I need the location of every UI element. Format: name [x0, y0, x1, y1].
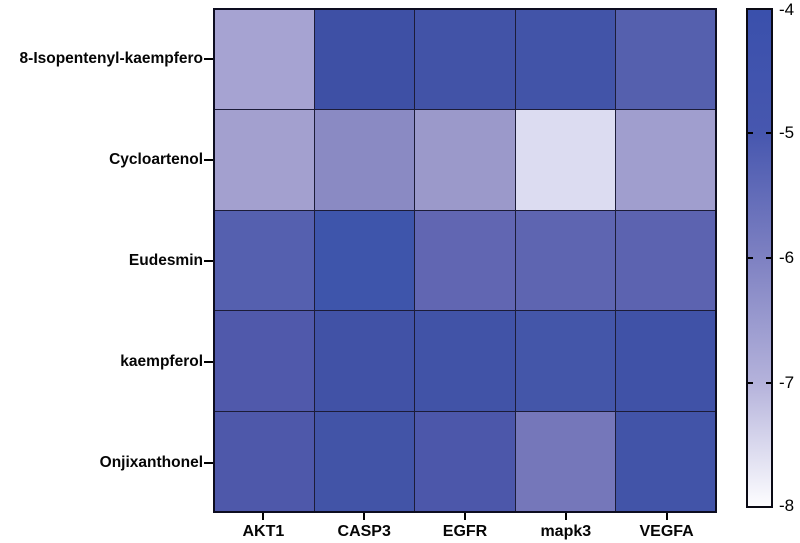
y-axis-tick	[204, 158, 213, 161]
colorbar-tick-label--7: -7	[779, 373, 795, 392]
heatmap-cell-8-isopentenyl-kaempfero-mapk3	[515, 10, 615, 110]
heatmap-cell-8-isopentenyl-kaempfero-casp3	[315, 10, 415, 110]
heatmap-cell-8-isopentenyl-kaempfero-akt1	[215, 10, 315, 110]
heatmap-cell-onjixanthonel-casp3	[315, 411, 415, 511]
x-axis-tick	[564, 513, 567, 520]
heatmap-cell-onjixanthonel-egfr	[415, 411, 515, 511]
col-label-casp3: CASP3	[337, 523, 391, 540]
colorbar-tick-label--8: -8	[779, 496, 795, 515]
row-label-2: Cycloartenol	[109, 150, 203, 168]
heatmap-cell-eudesmin-egfr	[415, 210, 515, 311]
colorbar-notch-right	[766, 382, 771, 384]
y-axis-tick	[204, 259, 213, 262]
heatmap-cell-eudesmin-akt1	[215, 210, 315, 311]
heatmap-cell-eudesmin-mapk3	[515, 210, 615, 311]
y-axis-tick	[204, 57, 213, 60]
colorbar-tick-label--6: -6	[779, 248, 795, 267]
y-axis-tick	[204, 360, 213, 363]
colorbar-notch-left	[748, 132, 753, 134]
colorbar-tick-label--4: -4	[779, 0, 795, 19]
heatmap-cell-8-isopentenyl-kaempfero-vegfa	[615, 10, 715, 110]
row-label-3: Eudesmin	[128, 251, 203, 269]
x-axis-tick	[262, 513, 265, 520]
heatmap-cell-cycloartenol-mapk3	[515, 110, 615, 210]
heatmap-cell-cycloartenol-akt1	[215, 110, 315, 210]
y-axis-tick	[204, 461, 213, 464]
row-label-4: kaempferol	[120, 352, 203, 370]
x-axis-tick	[363, 513, 366, 520]
colorbar-tick-label--5: -5	[779, 123, 795, 142]
x-axis-tick	[464, 513, 466, 520]
row-label-1: 8-Isopentenyl-kaempfero	[19, 49, 203, 67]
heatmap-cell-kaempferol-vegfa	[615, 311, 715, 411]
heatmap-cell-eudesmin-vegfa	[615, 210, 715, 311]
heatmap-cell-cycloartenol-egfr	[415, 110, 515, 210]
heatmap-cell-onjixanthonel-vegfa	[615, 411, 715, 511]
colorbar-notch-right	[766, 132, 771, 134]
heatmap-cell-8-isopentenyl-kaempfero-egfr	[415, 10, 515, 110]
heatmap-cell-kaempferol-casp3	[315, 311, 415, 411]
colorbar-notch-right	[766, 257, 771, 259]
heatmap-cell-cycloartenol-casp3	[315, 110, 415, 210]
heatmap-cell-kaempferol-akt1	[215, 311, 315, 411]
heatmap-cell-onjixanthonel-akt1	[215, 411, 315, 511]
col-label-mapk3: mapk3	[540, 523, 592, 540]
heatmap-cell-onjixanthonel-mapk3	[515, 411, 615, 511]
heatmap-cell-kaempferol-mapk3	[515, 311, 615, 411]
col-label-vegfa: VEGFA	[639, 523, 694, 540]
colorbar-notch-left	[748, 382, 753, 384]
colorbar-notch-left	[748, 257, 753, 259]
heatmap-cell-kaempferol-egfr	[415, 311, 515, 411]
x-axis-tick	[665, 513, 668, 520]
heatmap-cell-eudesmin-casp3	[315, 210, 415, 311]
col-label-egfr: EGFR	[442, 523, 488, 540]
col-label-akt1: AKT1	[242, 523, 285, 540]
row-label-5: Onjixanthonel	[99, 453, 203, 471]
heatmap-grid	[213, 8, 717, 513]
heatmap-cell-cycloartenol-vegfa	[615, 110, 715, 210]
